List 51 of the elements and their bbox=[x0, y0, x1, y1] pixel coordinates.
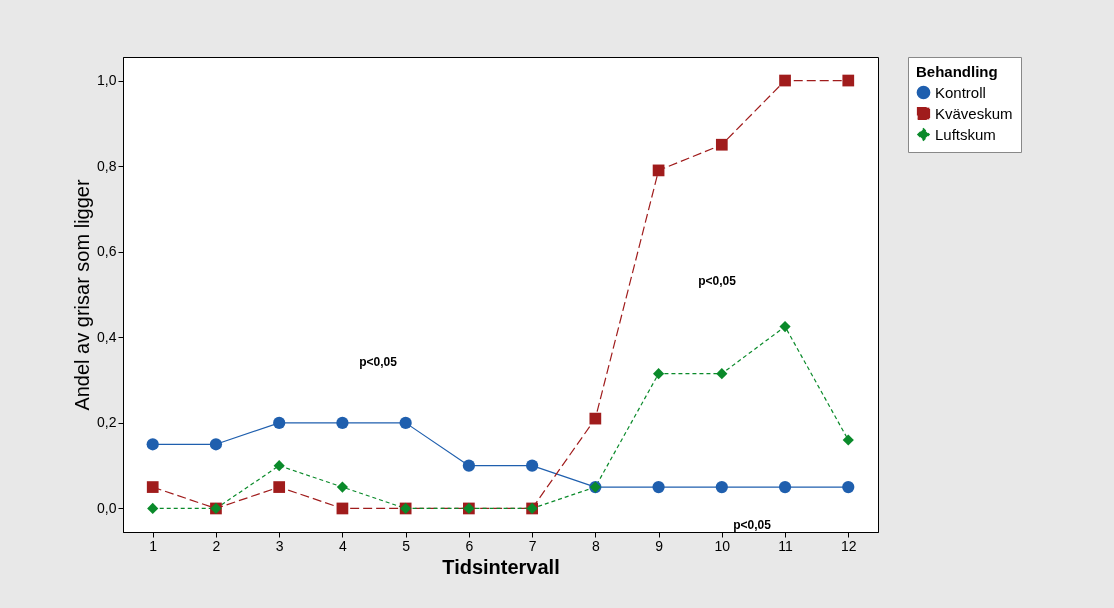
point bbox=[842, 434, 854, 446]
point bbox=[273, 416, 286, 429]
point bbox=[336, 416, 349, 429]
x-tick-label: 3 bbox=[275, 537, 284, 554]
legend-label: Kväveskum bbox=[935, 104, 1013, 122]
point bbox=[146, 438, 159, 451]
point bbox=[778, 480, 792, 494]
y-tick-label: 0,8 bbox=[97, 157, 117, 174]
legend-label: Kontroll bbox=[935, 83, 986, 101]
x-tick-label: 9 bbox=[655, 537, 664, 554]
point bbox=[652, 480, 665, 494]
y-tick-label: 0,4 bbox=[97, 328, 117, 345]
x-tick-label: 4 bbox=[339, 537, 348, 554]
y-tick-label: 0,0 bbox=[97, 499, 117, 516]
point bbox=[715, 138, 728, 151]
legend-label: Luftskum bbox=[935, 125, 996, 143]
x-tick-label: 1 bbox=[149, 537, 158, 554]
x-tick-label: 7 bbox=[528, 537, 537, 554]
point bbox=[779, 74, 791, 87]
annotation: p<0,05 bbox=[698, 274, 737, 288]
point bbox=[525, 459, 539, 472]
point bbox=[462, 459, 476, 472]
y-tick-label: 0,2 bbox=[97, 414, 117, 431]
point bbox=[652, 368, 665, 380]
point bbox=[399, 416, 412, 429]
x-tick-label: 10 bbox=[714, 537, 731, 554]
point bbox=[842, 74, 855, 87]
y-tick-label: 1,0 bbox=[97, 72, 117, 89]
point bbox=[589, 412, 602, 425]
point bbox=[779, 321, 791, 333]
x-tick-label: 8 bbox=[591, 537, 600, 554]
point bbox=[842, 480, 855, 494]
point bbox=[336, 481, 349, 493]
point bbox=[273, 481, 286, 493]
point bbox=[209, 438, 223, 451]
x-tick-label: 5 bbox=[402, 537, 411, 554]
y-tick-label: 0,6 bbox=[97, 243, 117, 260]
point bbox=[147, 502, 159, 515]
point bbox=[716, 368, 728, 380]
x-tick-label: 12 bbox=[840, 537, 857, 554]
legend-title: Behandling bbox=[916, 63, 998, 80]
point bbox=[273, 460, 285, 472]
annotation: p<0,05 bbox=[733, 518, 772, 532]
y-axis-title: Andel av grisar som ligger bbox=[71, 179, 94, 411]
point bbox=[715, 480, 728, 494]
x-axis-title: Tidsintervall bbox=[442, 555, 560, 578]
x-tick-label: 6 bbox=[465, 537, 474, 554]
x-tick-label: 2 bbox=[212, 537, 221, 554]
x-tick-label: 11 bbox=[778, 537, 794, 554]
annotation: p<0,05 bbox=[359, 355, 398, 369]
point bbox=[146, 481, 159, 493]
